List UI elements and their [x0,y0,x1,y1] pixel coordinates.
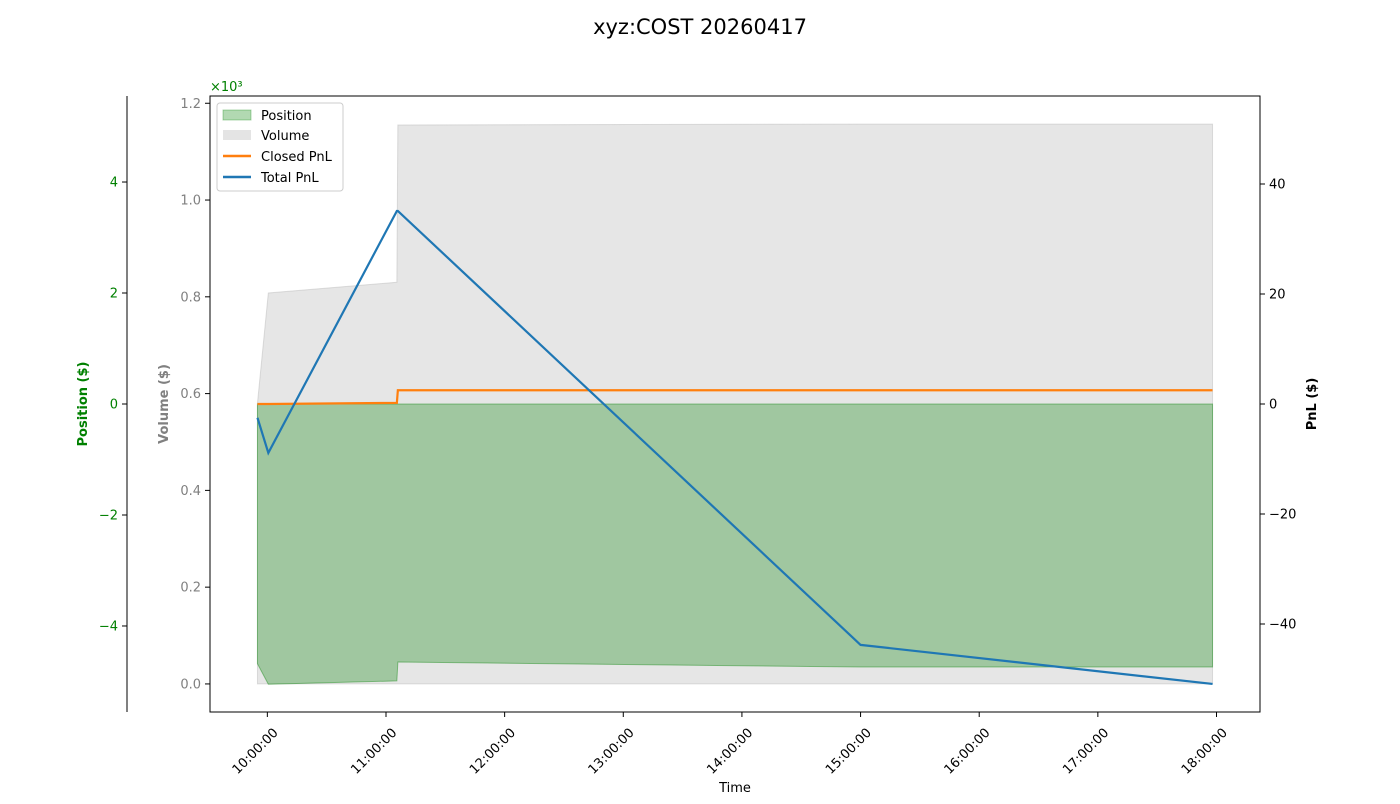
volume-tick-label: 1.0 [180,194,201,209]
volume-tick-label: 0.4 [180,484,201,499]
legend-box [216,102,344,192]
total-pnl-line [256,209,1213,686]
pnl-axis-label: PnL ($) [1305,378,1320,431]
x-tick-label: 14:00:00 [704,726,756,778]
volume-area [256,123,1214,685]
x-tick-label: 15:00:00 [823,726,875,778]
legend-label-total-pnl: Total PnL [260,171,319,186]
plot-area [256,123,1214,686]
volume-axis-label: Volume ($) [157,364,172,444]
x-tick-label: 17:00:00 [1060,726,1112,778]
x-axis-label: Time [718,781,751,796]
volume-tick-label: 0.2 [180,581,201,596]
x-tick-label: 11:00:00 [348,726,400,778]
legend-label-volume: Volume [261,129,309,144]
position-multiplier: ×10³ [210,80,243,95]
position-tick-label: 2 [110,287,118,302]
pnl-tick-label: 20 [1269,288,1286,303]
pnl-tick-label: −20 [1269,508,1296,523]
x-tick-label: 10:00:00 [230,726,282,778]
x-tick-label: 18:00:00 [1179,726,1231,778]
pnl-tick-label: 40 [1269,178,1286,193]
x-tick-label: 16:00:00 [942,726,994,778]
chart-title: xyz:COST 20260417 [593,15,807,39]
position-tick-label: −4 [99,619,118,634]
volume-tick-label: 0.8 [180,290,201,305]
x-tick-label: 13:00:00 [586,726,638,778]
legend-label-position: Position [261,109,312,124]
legend: Position Volume Closed PnL Total PnL [216,102,344,192]
pnl-tick-label: −40 [1269,618,1296,633]
x-tick-label: 12:00:00 [467,726,519,778]
volume-tick-label: 0.0 [180,677,201,692]
legend-label-closed-pnl: Closed PnL [261,150,333,165]
volume-tick-label: 1.2 [180,97,201,112]
position-tick-label: 0 [110,398,118,413]
position-axis-label: Position ($) [76,362,91,447]
position-tick-label: 4 [110,176,118,191]
volume-tick-label: 0.6 [180,387,201,402]
position-tick-label: −2 [99,508,118,523]
legend-swatch-position [222,109,252,121]
position-area [256,403,1214,685]
closed-pnl-line [257,389,1213,406]
legend-swatch-volume [223,130,251,140]
pnl-tick-label: 0 [1269,398,1277,413]
